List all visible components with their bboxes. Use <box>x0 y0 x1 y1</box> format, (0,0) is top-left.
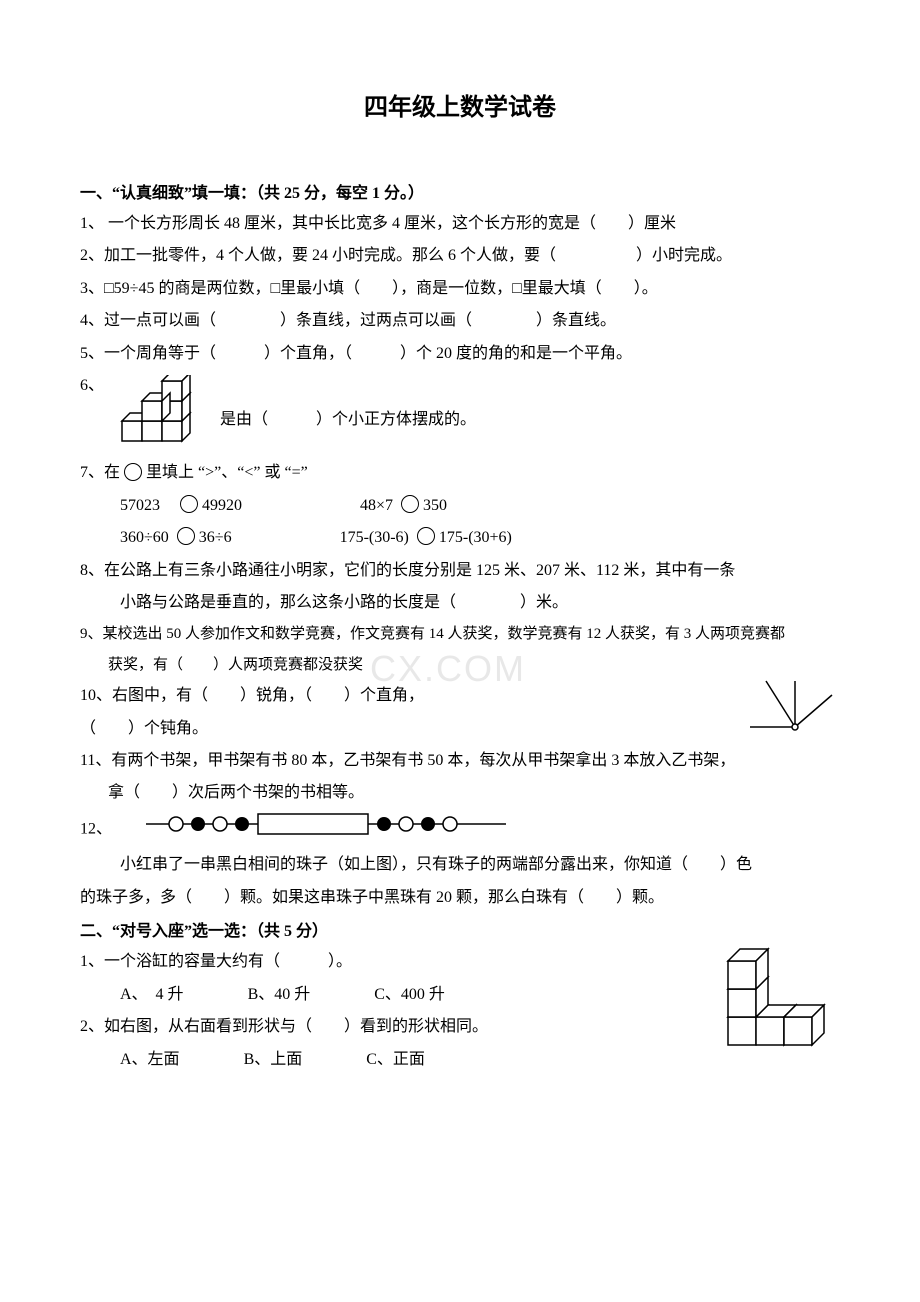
question-5: 5、一个周角等于（ ）个直角，（ ）个 20 度的角的和是一个平角。 <box>80 339 840 369</box>
q7-2b: 36÷6 <box>199 529 232 546</box>
s2-q1-optB: B、40 升 <box>248 980 311 1010</box>
q6-label: 6、 <box>80 371 104 401</box>
circle-icon <box>401 495 419 513</box>
question-12: 12、 <box>80 811 840 848</box>
circle-icon <box>180 495 198 513</box>
q7-line2: 360÷60 36÷6 175-(30-6) 175-(30+6) <box>80 523 840 553</box>
q7-1d: 350 <box>423 497 447 514</box>
q7-line1: 57023 49920 48×7 350 <box>80 491 840 521</box>
s2-q2-optC: C、正面 <box>366 1045 425 1075</box>
q7-label: 7、在 <box>80 464 120 481</box>
q7-1c: 48×7 <box>360 497 393 514</box>
q7-2c: 175-(30-6) <box>340 529 409 546</box>
q12-text2: 的珠子多，多（ ）颗。如果这串珠子中黑珠有 20 颗，那么白珠有（ ）颗。 <box>80 883 840 913</box>
cubes-figure-1 <box>112 375 212 456</box>
question-10: 10、右图中，有（ ）锐角，（ ）个直角， <box>80 681 840 711</box>
question-9: 9、某校选出 50 人参加作文和数学竞赛，作文竞赛有 14 人获奖，数学竞赛有 … <box>80 620 840 649</box>
circle-icon <box>124 463 142 481</box>
section1-header: 一、“认真细致”填一填：（共 25 分，每空 1 分。） <box>80 179 840 209</box>
q7-2a: 360÷60 <box>120 529 169 546</box>
question-2: 2、加工一批零件，4 个人做，要 24 小时完成。那么 6 个人做，要（ ）小时… <box>80 241 840 271</box>
s2-q1-optC: C、400 升 <box>374 980 445 1010</box>
q12-text1: 小红串了一串黑白相间的珠子（如上图），只有珠子的两端部分露出来，你知道（ ）色 <box>80 850 840 880</box>
s2-q1-optA: A、 4 升 <box>120 980 184 1010</box>
question-7: 7、在 里填上 “>”、“<” 或 “=” <box>80 458 840 488</box>
question-3: 3、□59÷45 的商是两位数，□里最小填（ ），商是一位数，□里最大填（ ）。 <box>80 274 840 304</box>
q6-text: 是由（ ）个小正方体摆成的。 <box>220 371 476 435</box>
q7-1b: 49920 <box>202 497 242 514</box>
q7-2d: 175-(30+6) <box>439 529 512 546</box>
circle-icon <box>177 527 195 545</box>
q12-label: 12、 <box>80 820 112 837</box>
question-10b: （ ）个钝角。 <box>80 714 840 744</box>
question-11b: 拿（ ）次后两个书架的书相等。 <box>80 778 840 808</box>
question-9b: 获奖，有（ ）人两项竞赛都没获奖 <box>80 651 840 680</box>
circle-icon <box>417 527 435 545</box>
question-8b: 小路与公路是垂直的，那么这条小路的长度是（ ）米。 <box>80 588 840 618</box>
s2-q1-text: 1、一个浴缸的容量大约有（ ）。 <box>80 953 352 970</box>
question-11: 11、有两个书架，甲书架有书 80 本，乙书架有书 50 本，每次从甲书架拿出 … <box>80 746 840 776</box>
question-4: 4、过一点可以画（ ）条直线，过两点可以画（ ）条直线。 <box>80 306 840 336</box>
s2-question-2: 2、如右图，从右面看到形状与（ ）看到的形状相同。 <box>80 1012 840 1042</box>
s2-question-1: 1、一个浴缸的容量大约有（ ）。 <box>80 947 840 977</box>
page-title: 四年级上数学试卷 <box>80 85 840 131</box>
s2-q2-optB: B、上面 <box>244 1045 303 1075</box>
s2-q2-options: A、左面 B、上面 C、正面 <box>80 1045 840 1075</box>
question-1: 1、 一个长方形周长 48 厘米，其中长比宽多 4 厘米，这个长方形的宽是（ ）… <box>80 209 840 239</box>
page-content: 四年级上数学试卷 一、“认真细致”填一填：（共 25 分，每空 1 分。） 1、… <box>80 85 840 1075</box>
q7-text: 里填上 “>”、“<” 或 “=” <box>146 464 308 481</box>
question-8: 8、在公路上有三条小路通往小明家，它们的长度分别是 125 米、207 米、11… <box>80 556 840 586</box>
beads-figure <box>146 811 506 848</box>
q7-1a: 57023 <box>120 497 160 514</box>
s2-q2-optA: A、左面 <box>120 1045 180 1075</box>
q10-text: 10、右图中，有（ ）锐角，（ ）个直角， <box>80 687 424 704</box>
s2-q1-options: A、 4 升 B、40 升 C、400 升 <box>80 980 840 1010</box>
question-6: 6、 是由（ ）个 <box>80 371 840 456</box>
